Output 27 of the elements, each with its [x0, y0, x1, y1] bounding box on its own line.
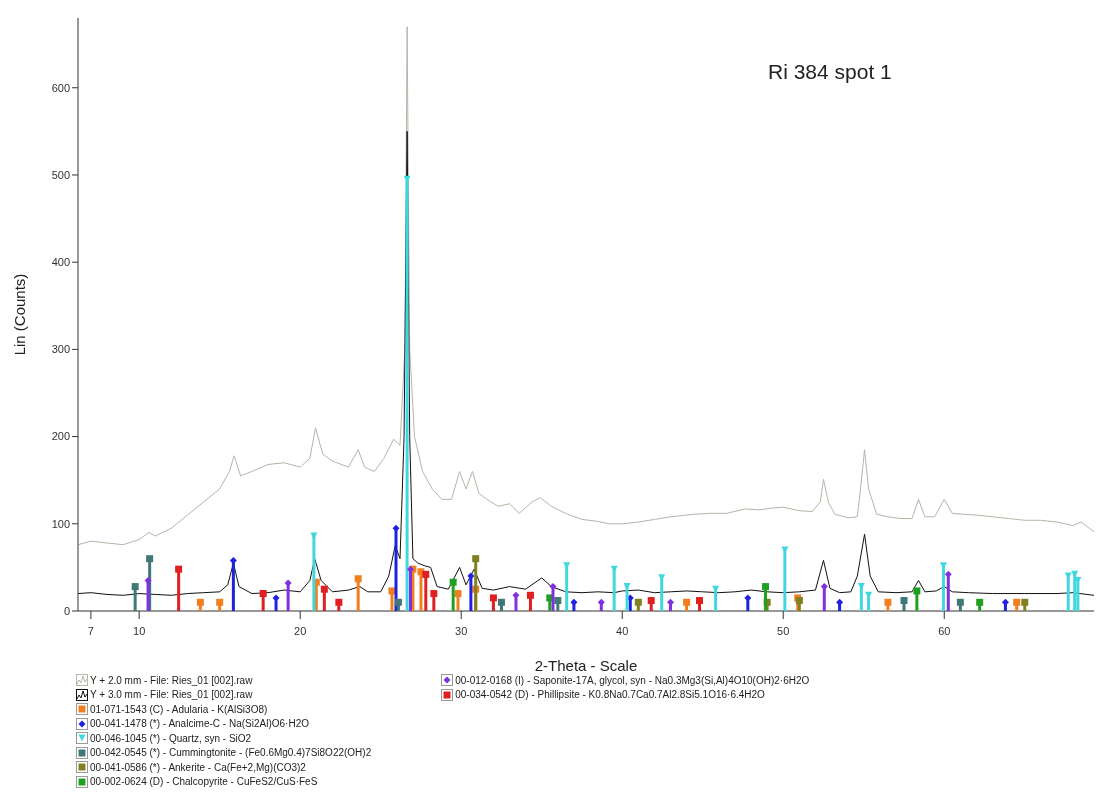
y-tick-label: 0: [63, 604, 70, 617]
legend-label: 00-012-0168 (I) - Saponite-17A, glycol, syn - Na0.3Mg3(Si,Al)4O10(OH)2·6H2O: [455, 674, 810, 686]
legend-label: Y + 3.0 mm - File: Ries_01 [002].raw: [90, 689, 253, 701]
x-axis-title: 2-Theta - Scale: [534, 657, 638, 674]
y-tick-label: 500: [51, 168, 70, 181]
legend-label: 01-071-1543 (C) - Adularia - K(AlSi3O8): [90, 703, 268, 715]
text: Ri 384 spot 1: [768, 60, 892, 84]
x-tick-label: 20: [294, 624, 307, 637]
y-tick-label: 100: [51, 517, 70, 530]
x-tick-label: 30: [455, 624, 468, 637]
legend-label: 00-042-0545 (*) - Cummingtonite - (Fe0.6Mg0.4)7Si8O22(OH)2: [90, 747, 372, 759]
y-tick-label: 200: [51, 430, 70, 443]
x-tick-label: 50: [777, 624, 790, 637]
legend-label: 00-041-1478 (*) - Analcime-C - Na(Si2Al)O6·H2O: [90, 718, 309, 730]
legend-label: 00-041-0586 (*) - Ankerite - Ca(Fe+2,Mg)(CO3)2: [90, 761, 306, 773]
y-tick-label: 400: [51, 256, 70, 269]
y-axis-title: Lin (Counts): [11, 273, 29, 356]
x-tick-label: 10: [133, 624, 146, 637]
legend-label: 00-034-0542 (D) - Phillipsite - K0.8Na0.7Ca0.7Al2.8Si5.1O16·6.4H2O: [455, 689, 765, 701]
legend-label: 00-046-1045 (*) - Quartz, syn - SiO2: [90, 732, 252, 744]
y-tick-label: 600: [51, 81, 70, 94]
x-tick-label: 7: [87, 624, 94, 637]
legend-label: 00-002-0624 (D) - Chalcopyrite - CuFeS2/CuS·FeS: [90, 776, 318, 788]
x-tick-label: 40: [616, 624, 629, 637]
x-tick-label: 60: [938, 624, 951, 637]
legend-label: Y + 2.0 mm - File: Ries_01 [002].raw: [90, 674, 253, 686]
y-tick-label: 300: [51, 343, 70, 356]
